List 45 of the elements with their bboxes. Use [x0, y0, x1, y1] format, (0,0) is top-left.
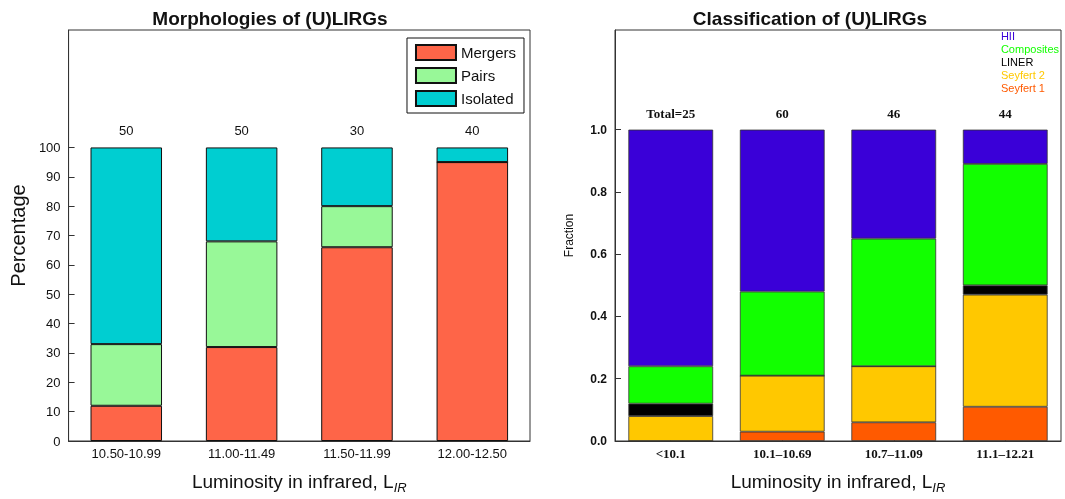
y-tick-label: 0.0: [590, 434, 608, 448]
x-tick-label: <10.1: [655, 446, 686, 461]
x-tick-label: 11.50-11.99: [323, 446, 391, 461]
legend-label: Pairs: [460, 67, 496, 84]
y-tick-label: 30: [46, 345, 61, 361]
legend-label: Mergers: [460, 44, 516, 61]
annotation: Total=25: [646, 105, 696, 121]
text: Seyfert 1: [1000, 81, 1045, 94]
x-tick-label: 11.00-11.49: [207, 446, 276, 461]
chart-title: Morphologies of (U)LIRGs: [152, 8, 388, 29]
y-tick-label: 0.2: [590, 371, 608, 386]
y-tick-label: 10: [46, 404, 61, 420]
y-tick-label: 90: [46, 169, 61, 185]
x-tick-label: 11.1–12.21: [976, 446, 1035, 461]
y-tick-label: 100: [38, 139, 61, 155]
x-tick-label: 12.00-12.50: [437, 446, 508, 461]
text: LINER: [1000, 55, 1034, 68]
annotation: 50: [234, 123, 249, 139]
y-tick-label: 20: [46, 374, 61, 390]
annotation: 46: [887, 105, 901, 121]
y-tick-label: 40: [46, 316, 61, 332]
x-tick-label: 10.50-10.99: [91, 446, 161, 461]
text: HII: [1000, 29, 1015, 42]
annotation: 30: [349, 123, 365, 139]
y-tick-label: 80: [46, 198, 61, 214]
text: Composites: [1000, 42, 1060, 55]
text: Seyfert 2: [1000, 68, 1045, 81]
x-tick-label: 10.7–11.09: [864, 446, 924, 461]
chart-title: Classification of (U)LIRGs: [692, 8, 928, 29]
annotation: 50: [119, 123, 134, 139]
legend-label: Isolated: [460, 90, 514, 107]
y-tick-label: 0: [53, 433, 61, 449]
y-tick-label: 0.6: [590, 247, 608, 262]
y-axis-title: Fraction: [562, 213, 576, 258]
y-tick-label: 1.0: [590, 122, 608, 137]
y-tick-label: 50: [46, 286, 61, 302]
y-tick-label: 0.4: [590, 309, 608, 324]
y-tick-label: 60: [46, 257, 61, 273]
y-tick-label: 0.8: [590, 184, 608, 199]
y-tick-label: 70: [46, 228, 61, 243]
annotation: 44: [998, 105, 1013, 121]
y-axis-title: Percentage: [7, 184, 29, 287]
annotation: 40: [465, 123, 480, 139]
x-tick-label: 10.1–10.69: [753, 446, 812, 461]
annotation: 60: [775, 105, 789, 121]
